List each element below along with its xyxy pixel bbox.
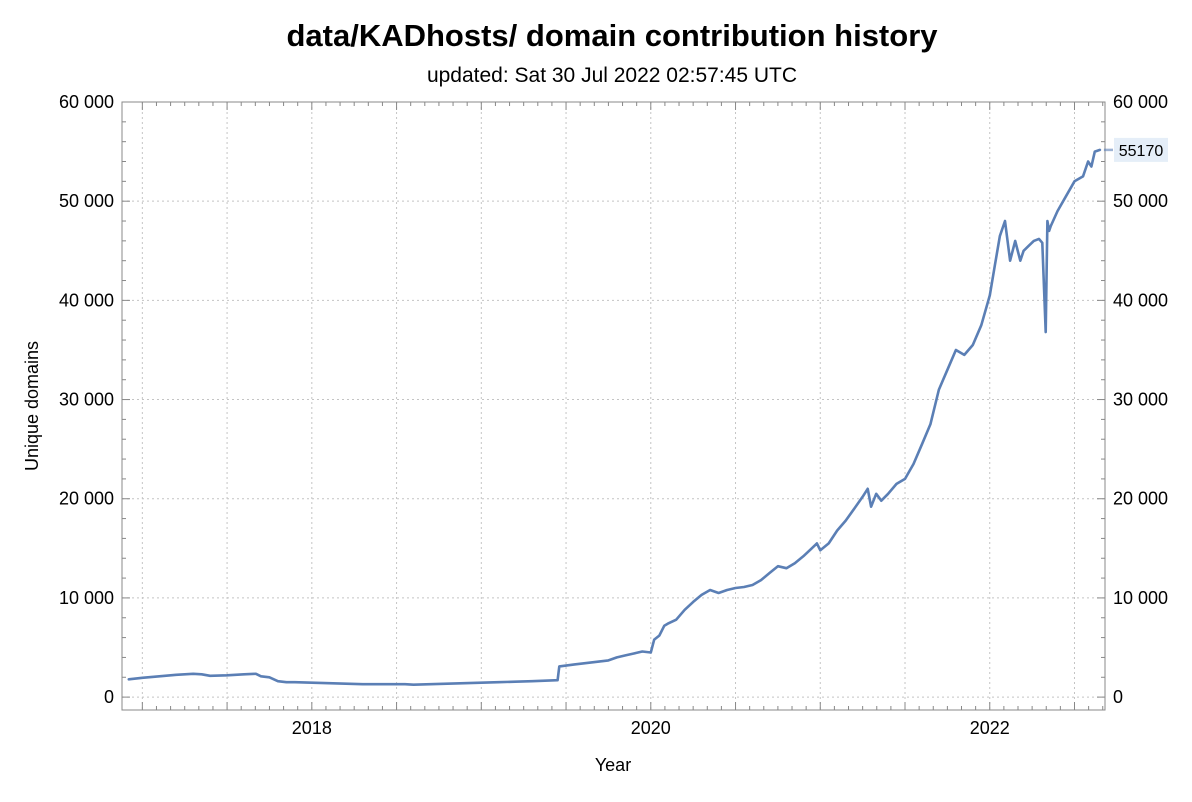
end-value-label: 55170 [1119,143,1164,160]
y-axis-label: Unique domains [22,341,42,471]
y-tick-label-left: 20 000 [59,489,114,509]
minor-ticks [122,101,1105,710]
series-line [127,148,1102,686]
end-value-label-bg [1114,137,1168,162]
y-tick-label-right: 10 000 [1113,588,1168,608]
axis-ticks: 2018 2020 2022 0 10 000 20 000 30 000 40 000 50 … [59,92,1168,738]
y-tick-label-right: 50 000 [1113,191,1168,211]
chart-title: data/KADhosts/ domain contribution histo… [286,18,938,53]
y-tick-label-left: 40 000 [59,290,114,310]
x-tick-label: 2020 [631,718,671,738]
y-tick-label-left: 30 000 [59,390,114,410]
y-tick-label-right: 60 000 [1113,92,1168,112]
y-tick-label-right: 0 [1113,687,1123,707]
chart-subtitle: updated: Sat 30 Jul 2022 02:57:45 UTC [427,64,797,87]
y-tick-label-left: 60 000 [59,92,114,112]
end-value-marker: 55170 [1103,137,1168,162]
series-layer [127,148,1102,686]
x-tick-label: 2018 [292,718,332,738]
y-tick-label-left: 10 000 [59,588,114,608]
plot-frame [121,101,1106,711]
y-tick-label-right: 30 000 [1113,390,1168,410]
x-tick-label: 2022 [970,718,1010,738]
y-tick-label-right: 40 000 [1113,290,1168,310]
y-tick-label-left: 0 [104,687,114,707]
y-tick-label-left: 50 000 [59,191,114,211]
y-tick-label-right: 20 000 [1113,489,1168,509]
gridlines [122,101,1105,710]
x-axis-label: Year [595,755,631,775]
